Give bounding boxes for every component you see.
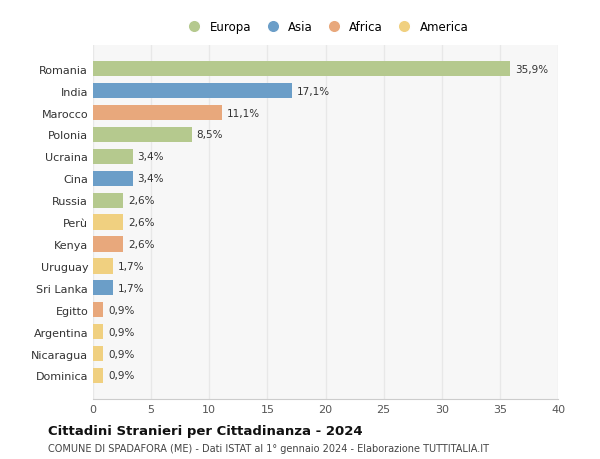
Bar xyxy=(93,106,222,121)
Bar xyxy=(93,280,113,296)
Text: 35,9%: 35,9% xyxy=(515,65,548,75)
Bar xyxy=(93,259,113,274)
Bar xyxy=(93,346,103,361)
Bar xyxy=(93,62,511,77)
Legend: Europa, Asia, Africa, America: Europa, Asia, Africa, America xyxy=(178,17,473,39)
Text: 11,1%: 11,1% xyxy=(227,108,260,118)
Text: Cittadini Stranieri per Cittadinanza - 2024: Cittadini Stranieri per Cittadinanza - 2… xyxy=(48,424,362,437)
Bar xyxy=(93,149,133,165)
Bar xyxy=(93,84,292,99)
Text: 1,7%: 1,7% xyxy=(118,261,144,271)
Bar xyxy=(93,215,123,230)
Text: 0,9%: 0,9% xyxy=(108,305,134,315)
Text: COMUNE DI SPADAFORA (ME) - Dati ISTAT al 1° gennaio 2024 - Elaborazione TUTTITAL: COMUNE DI SPADAFORA (ME) - Dati ISTAT al… xyxy=(48,443,489,453)
Bar xyxy=(93,237,123,252)
Text: 0,9%: 0,9% xyxy=(108,370,134,381)
Text: 2,6%: 2,6% xyxy=(128,196,154,206)
Bar xyxy=(93,128,192,143)
Text: 2,6%: 2,6% xyxy=(128,218,154,228)
Text: 3,4%: 3,4% xyxy=(137,174,164,184)
Bar xyxy=(93,193,123,208)
Text: 1,7%: 1,7% xyxy=(118,283,144,293)
Text: 0,9%: 0,9% xyxy=(108,349,134,359)
Text: 8,5%: 8,5% xyxy=(196,130,223,140)
Bar xyxy=(93,368,103,383)
Text: 2,6%: 2,6% xyxy=(128,240,154,249)
Text: 17,1%: 17,1% xyxy=(296,86,329,96)
Text: 3,4%: 3,4% xyxy=(137,152,164,162)
Bar xyxy=(93,324,103,340)
Text: 0,9%: 0,9% xyxy=(108,327,134,337)
Bar xyxy=(93,302,103,318)
Bar xyxy=(93,171,133,186)
